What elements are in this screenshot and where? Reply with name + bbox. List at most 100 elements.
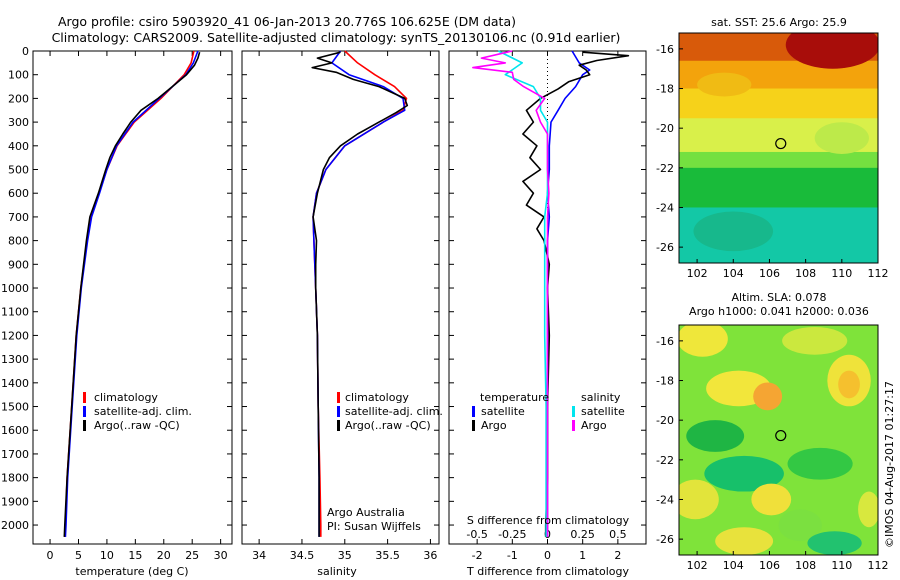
series-satellite-adj-clim- (312, 50, 406, 537)
difference-panel: -2 -1 0 1 2-0.5 -0.25 0 0.25 0.5 T difference fr… (448, 50, 647, 578)
legend-title-salinity: salinity (581, 391, 621, 404)
field-patch (693, 211, 774, 252)
field-patch (679, 479, 719, 520)
credit-line1: Argo Australia (327, 506, 405, 519)
lat-tick-label: -18 (656, 375, 674, 388)
field-patch (787, 447, 853, 480)
field-patch (782, 326, 848, 355)
legend-label-t-argo: Argo (481, 419, 507, 432)
series-salinity-satellite (497, 50, 549, 537)
lat-tick-label: -26 (656, 533, 674, 546)
temperature-panel-frame (32, 50, 233, 545)
credit-line2: PI: Susan Wijffels (327, 520, 421, 533)
depth-tick-label: 200 (8, 92, 29, 105)
legend-swatch-argo (337, 420, 340, 431)
x-tick-label: 0 (544, 549, 551, 562)
legend-title-temperature: temperature (480, 391, 549, 404)
series-satellite-adj-clim- (64, 50, 199, 537)
x-tick-label: 30 (214, 549, 228, 562)
x-tick-label: 2 (614, 549, 621, 562)
legend-swatch-argo (83, 420, 86, 431)
s-diff-tick-label: 0.5 (609, 528, 627, 541)
depth-tick-label: 1700 (1, 448, 29, 461)
temperature-legend: climatology satellite-adj. clim. Argo(..… (83, 391, 192, 432)
lat-tick-label: -16 (656, 335, 674, 348)
field-band (679, 151, 878, 169)
imos-timestamp: ©IMOS 04-Aug-2017 01:27:17 (883, 381, 896, 548)
depth-tick-label: 600 (8, 187, 29, 200)
lat-tick-label: -22 (656, 162, 674, 175)
depth-tick-label: 500 (8, 164, 29, 177)
field-patch (686, 420, 745, 452)
x-tick-label: 10 (100, 549, 114, 562)
lon-tick-label: 112 (868, 267, 889, 280)
x-tick-label: 36 (423, 549, 437, 562)
depth-tick-label: 1600 (1, 424, 29, 437)
depth-tick-label: 0 (22, 45, 29, 58)
field-band (679, 167, 878, 209)
field-patch (838, 370, 860, 399)
s-diff-tick-label: -0.5 (466, 528, 487, 541)
field-patch (778, 509, 822, 542)
salinity-x-label: salinity (317, 565, 357, 578)
salinity-x-axis: 34 34.5 35 35.5 36 (252, 51, 437, 562)
depth-tick-label: 1300 (1, 353, 29, 366)
field-patch (785, 33, 878, 69)
depth-tick-label: 1500 (1, 401, 29, 414)
sla-field (679, 325, 878, 555)
t-difference-label: T difference from climatology (466, 565, 629, 578)
lat-tick-label: -20 (656, 414, 674, 427)
depth-tick-label: 1000 (1, 282, 29, 295)
field-patch (751, 483, 792, 516)
sst-map-axes: 102 104 106 108 110 112 -16 -18 -20 -22 -24 -26 (656, 43, 888, 280)
field-patch (858, 491, 878, 528)
legend-label-s-argo: Argo (581, 419, 607, 432)
depth-tick-label: 1400 (1, 377, 29, 390)
lon-tick-label: 102 (687, 559, 708, 572)
legend-label-argo: Argo(..raw -QC) (94, 419, 180, 432)
sst-map-title: sat. SST: 25.6 Argo: 25.9 (711, 16, 847, 29)
lon-tick-label: 108 (795, 267, 816, 280)
depth-tick-label: 700 (8, 211, 29, 224)
sst-field (679, 33, 878, 263)
temperature-panel: 0100200300400500600700800900100011001200… (1, 45, 233, 578)
series-temperature-argo (522, 51, 630, 537)
legend-label-s-satellite: satellite (581, 405, 625, 418)
lon-tick-label: 110 (831, 559, 852, 572)
lat-tick-label: -20 (656, 122, 674, 135)
series-temperature-satellite (546, 50, 591, 537)
legend-label-t-satellite: satellite (481, 405, 525, 418)
series-salinity-argo (472, 50, 550, 537)
argo-position-marker (775, 429, 787, 442)
lat-tick-label: -24 (656, 493, 674, 506)
x-tick-label: 25 (185, 549, 199, 562)
salinity-series (311, 50, 409, 537)
legend-swatch-s-satellite (572, 406, 575, 417)
field-patch (807, 531, 862, 555)
lon-tick-label: 112 (868, 559, 889, 572)
field-patch (753, 382, 783, 411)
field-patch (697, 72, 752, 97)
lon-tick-label: 110 (831, 267, 852, 280)
difference-depth-ticks (449, 50, 646, 526)
depth-tick-label: 1900 (1, 495, 29, 508)
figure-title-line2: Climatology: CARS2009. Satellite-adjuste… (52, 30, 621, 45)
lat-tick-label: -24 (656, 201, 674, 214)
depth-tick-label: 1800 (1, 472, 29, 485)
sla-map-panel: Altim. SLA: 0.078 Argo h1000: 0.041 h200… (656, 291, 888, 572)
sst-map-panel: sat. SST: 25.6 Argo: 25.9 102 104 106 108 11… (656, 16, 888, 280)
s-diff-tick-label: -0.25 (498, 528, 526, 541)
x-tick-label: 20 (157, 549, 171, 562)
depth-tick-label: 2000 (1, 519, 29, 532)
legend-label-climatology: climatology (345, 391, 409, 404)
legend-swatch-satellite (337, 406, 340, 417)
lon-tick-label: 104 (723, 267, 744, 280)
depth-tick-label: 800 (8, 235, 29, 248)
series-climatology (312, 50, 408, 537)
depth-tick-label: 100 (8, 69, 29, 82)
legend-swatch-climatology (337, 392, 340, 403)
s-diff-tick-label: 0.25 (570, 528, 595, 541)
lat-tick-label: -22 (656, 454, 674, 467)
temperature-x-axis: 0 5 10 15 20 25 30 (47, 51, 228, 562)
